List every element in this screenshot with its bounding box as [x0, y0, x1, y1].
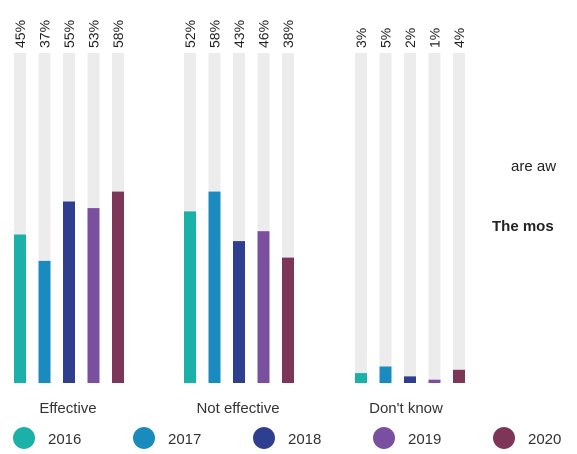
value-label-effective-2019: 53% [86, 20, 102, 48]
value-label-don-t-know-2016: 3% [353, 28, 369, 48]
bar-effective-2018 [63, 201, 75, 383]
category-label-don-t-know: Don't know [369, 400, 443, 417]
value-label-don-t-know-2019: 1% [427, 28, 443, 48]
value-label-not-effective-2019: 46% [256, 20, 272, 48]
value-label-don-t-know-2017: 5% [378, 28, 394, 48]
bar-not-effective-2018 [233, 241, 245, 383]
bar-not-effective-2019 [257, 231, 270, 383]
value-label-not-effective-2018: 43% [231, 20, 247, 48]
legend-label-2016: 2016 [48, 431, 81, 448]
legend-label-2019: 2019 [408, 431, 441, 448]
value-label-effective-2020: 58% [110, 20, 126, 48]
bar-track-don-t-know-2017 [379, 53, 392, 383]
bar-don-t-know-2016 [355, 373, 367, 383]
value-label-not-effective-2016: 52% [182, 20, 198, 48]
side-text-line-1: are aw [511, 158, 557, 175]
legend-swatch-2018 [253, 427, 275, 449]
legend-label-2020: 2020 [528, 431, 561, 448]
bar-not-effective-2016 [184, 211, 196, 383]
bar-track-don-t-know-2018 [404, 53, 416, 383]
legend-label-2017: 2017 [168, 431, 201, 448]
category-label-effective: Effective [39, 400, 96, 417]
bar-track-don-t-know-2016 [355, 53, 367, 383]
legend-swatch-2016 [13, 427, 35, 449]
legend-swatch-2019 [373, 427, 395, 449]
bar-effective-2017 [38, 260, 51, 383]
bar-not-effective-2017 [208, 191, 221, 383]
value-label-don-t-know-2018: 2% [402, 28, 418, 48]
bar-don-t-know-2018 [404, 376, 416, 383]
value-label-not-effective-2020: 38% [280, 20, 296, 48]
bar-track-don-t-know-2019 [428, 53, 441, 383]
bar-track-don-t-know-2020 [453, 53, 465, 383]
category-label-not-effective: Not effective [196, 400, 279, 417]
side-text-line-2: The mos [492, 218, 554, 235]
legend-swatch-2020 [493, 427, 515, 449]
legend-swatch-2017 [133, 427, 155, 449]
value-label-effective-2016: 45% [12, 20, 28, 48]
legend-label-2018: 2018 [288, 431, 321, 448]
bar-effective-2019 [87, 208, 100, 383]
value-label-don-t-know-2020: 4% [451, 28, 467, 48]
bar-don-t-know-2017 [379, 366, 392, 383]
value-label-effective-2018: 55% [61, 20, 77, 48]
bar-don-t-know-2020 [453, 369, 465, 383]
bar-don-t-know-2019 [428, 379, 441, 383]
bar-effective-2020 [112, 191, 124, 383]
bar-effective-2016 [14, 234, 26, 383]
value-label-effective-2017: 37% [37, 20, 53, 48]
bar-not-effective-2020 [282, 257, 294, 383]
value-label-not-effective-2017: 58% [207, 20, 223, 48]
